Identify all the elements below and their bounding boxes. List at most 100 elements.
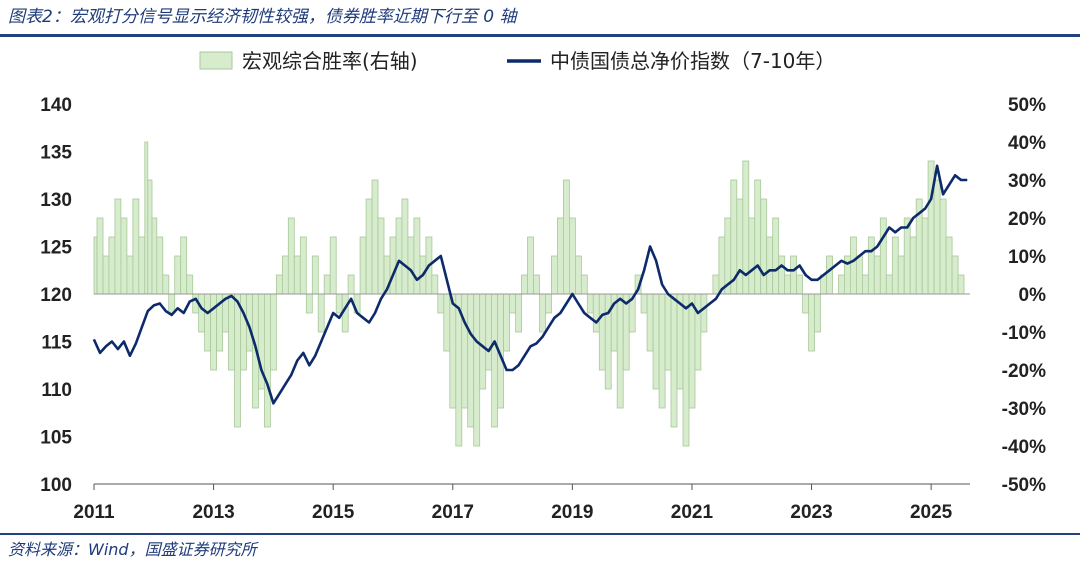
bond-index-point <box>410 269 412 271</box>
bond-index-point <box>834 264 837 267</box>
area-bar <box>132 198 140 295</box>
bottom-rule <box>0 533 1080 535</box>
area-bar <box>275 274 283 295</box>
bond-index-point <box>111 340 113 343</box>
bond-index-point <box>757 264 759 267</box>
area-bar <box>263 293 271 428</box>
bond-index-point <box>440 255 442 257</box>
area-bar <box>939 198 947 295</box>
area-bar <box>891 236 899 295</box>
bond-index-point <box>494 340 496 343</box>
bond-index-point <box>458 307 460 309</box>
area-bar <box>616 293 624 409</box>
bond-index-point <box>810 279 813 281</box>
area-bar <box>186 274 194 295</box>
area-bar <box>281 255 289 295</box>
area-bar <box>700 293 708 333</box>
bond-index-point <box>105 345 107 347</box>
area-bar <box>640 293 648 314</box>
bond-index-point <box>691 302 693 305</box>
bond-index-point <box>260 369 262 371</box>
x-tick-label: 2025 <box>910 502 953 523</box>
bond-index-point <box>213 307 215 309</box>
bond-index-point <box>769 269 771 271</box>
bond-index-point <box>380 298 382 300</box>
y-right-tick-label: -20% <box>1002 361 1046 382</box>
bond-index-point <box>828 269 831 271</box>
area-bar <box>521 274 528 295</box>
bond-index-point <box>248 326 251 328</box>
y-left-tick-label: 105 <box>40 428 72 449</box>
y-left-tick-label: 120 <box>40 285 72 306</box>
bond-index-point <box>416 279 418 281</box>
bond-index-point <box>763 274 765 276</box>
area-bar <box>760 198 768 295</box>
area-bar <box>569 217 576 295</box>
bond-index-point <box>613 302 615 305</box>
area-bar <box>509 293 517 314</box>
area-bar <box>808 293 815 352</box>
bond-index-point <box>643 269 645 271</box>
area-bar <box>766 236 774 295</box>
x-axis-ticks: 2011 2013 2015 2017 2019 2021 2023 2025 <box>73 484 953 523</box>
bond-index-point <box>446 279 448 281</box>
area-bar <box>909 236 917 295</box>
bond-index-point <box>344 307 346 309</box>
bond-index-point <box>637 288 639 290</box>
bond-index-point <box>607 312 609 314</box>
y-right-tick-label: -10% <box>1002 323 1046 344</box>
x-tick-label: 2017 <box>432 502 474 523</box>
bond-index-point <box>338 317 340 319</box>
area-bar <box>951 255 959 295</box>
bond-index-point <box>254 345 256 347</box>
y-left-tick-label: 100 <box>40 475 72 496</box>
y-right-tick-label: 0% <box>1019 285 1047 306</box>
line-layer <box>92 164 968 405</box>
area-bar <box>694 293 702 371</box>
area-bar <box>431 274 439 295</box>
bond-index-point <box>787 269 789 271</box>
area-bar <box>563 179 570 295</box>
bond-index-point <box>302 352 304 354</box>
bond-index-point <box>398 260 400 262</box>
area-bar <box>371 179 379 295</box>
bond-index-point <box>888 226 890 229</box>
bond-index-point <box>960 179 962 181</box>
bond-index-point <box>906 226 908 229</box>
bond-index-point <box>577 302 579 305</box>
bond-index-point <box>571 293 574 295</box>
y-right-tick-label: 50% <box>1008 95 1046 116</box>
bond-index-point <box>547 326 550 328</box>
area-bar <box>204 293 212 352</box>
area-bar <box>467 293 475 428</box>
bond-index-point <box>805 274 807 276</box>
bond-index-point <box>99 352 101 354</box>
bond-index-point <box>183 312 185 314</box>
area-bar <box>658 293 666 409</box>
bond-index-point <box>739 269 741 271</box>
bond-index-point <box>356 312 358 314</box>
area-bar <box>862 274 869 295</box>
area-bar <box>873 255 881 295</box>
area-bar <box>473 293 481 447</box>
area-bar <box>676 293 684 390</box>
bond-index-point <box>775 269 777 271</box>
bond-index-point <box>870 250 872 252</box>
bond-index-point <box>392 274 394 276</box>
area-bar <box>180 236 188 295</box>
bond-index-point <box>529 345 532 347</box>
area-bar <box>234 293 241 428</box>
bond-index-point <box>631 298 633 300</box>
bond-index-point <box>858 255 861 257</box>
area-bar <box>592 293 600 333</box>
legend-label-area: 宏观综合胜率(右轴) <box>242 49 418 73</box>
bond-index-point <box>924 207 926 210</box>
bond-index-point <box>135 342 137 344</box>
area-bar <box>778 255 786 295</box>
chart-title: 图表2：宏观打分信号显示经济韧性较强，债券胜率近期下行至 0 轴 <box>8 7 517 27</box>
x-tick-label: 2019 <box>551 502 593 523</box>
bond-index-point <box>601 314 603 316</box>
bond-index-point <box>565 302 568 305</box>
bond-index-point <box>404 264 406 267</box>
